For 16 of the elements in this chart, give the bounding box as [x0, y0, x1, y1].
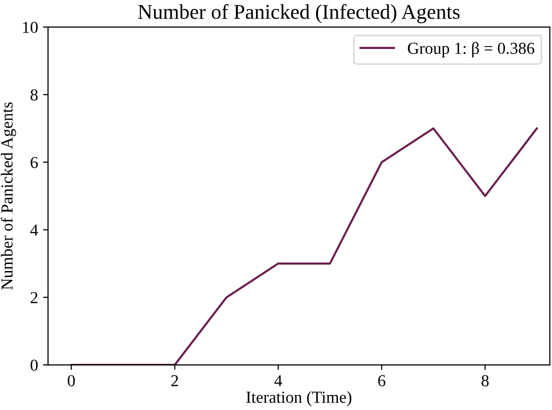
x-tick-label: 2	[171, 375, 178, 386]
y-tick-label: 6	[30, 156, 38, 168]
y-tick-label: 10	[23, 22, 38, 34]
line-series	[70, 127, 538, 365]
y-axis-title: Number of Panicked Agents	[0, 102, 16, 290]
x-tick-label: 4	[274, 375, 282, 386]
y-tick-label: 0	[30, 360, 38, 371]
x-tick-label: 8	[482, 375, 489, 386]
x-axis-title: Iteration (Time)	[246, 391, 352, 406]
x-tick-label: 6	[378, 375, 386, 386]
y-tick-label: 8	[30, 89, 38, 101]
legend-label: Group 1: β = 0.386	[408, 42, 534, 58]
chart-title: Number of Panicked (Infected) Agents	[138, 4, 460, 24]
y-tick-label: 4	[30, 224, 38, 236]
y-tick-label: 2	[30, 292, 38, 304]
x-tick-label: 0	[68, 375, 75, 386]
